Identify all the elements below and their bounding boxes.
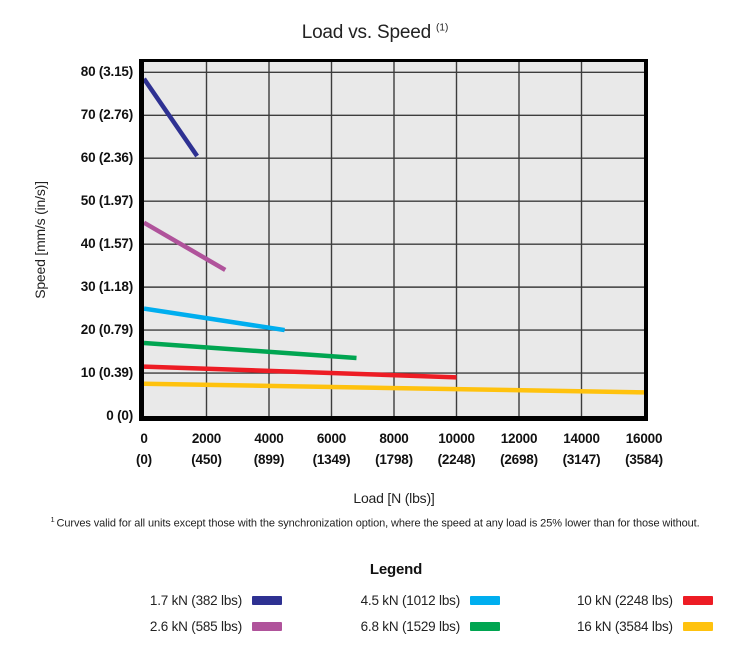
x-tick-label-newtons: 4000 [254, 431, 284, 446]
y-tick-label: 80 (3.15) [80, 64, 133, 80]
x-tick-label: 0 (0) [104, 429, 184, 471]
legend-title: Legend [369, 561, 423, 578]
footnote: 1 Curves valid for all units except those… [0, 515, 750, 530]
legend-item: 4.5 kN (1012 lbs) [359, 592, 500, 608]
legend-color-swatch [682, 621, 713, 631]
chart-title-text: Load vs. Speed [301, 22, 431, 43]
x-tick-label-newtons: 10000 [438, 431, 475, 446]
legend: 1.7 kN (382 lbs) 2.6 kN (585 lbs) 4.5 kN (… [143, 592, 713, 634]
series-line-2.6-585- [144, 220, 227, 272]
x-tick-label-pounds: (2248) [437, 451, 476, 467]
legend-item-label: 4.5 kN (1012 lbs) [360, 592, 461, 608]
chart-title-footnote-marker: (1) [436, 22, 449, 34]
legend-item: 2.6 kN (585 lbs) [143, 618, 282, 634]
series-line-10-2248- [144, 364, 457, 380]
x-tick-label-newtons: 0 [140, 431, 148, 446]
x-tick-label-newtons: 12000 [500, 431, 538, 446]
series-line-16-3584- [144, 381, 644, 395]
x-tick-label-pounds: (0) [136, 451, 152, 467]
series-line-1.7-382- [144, 77, 199, 158]
legend-color-swatch [470, 595, 500, 605]
x-tick-label-newtons: 2000 [191, 431, 222, 446]
y-tick-label: 30 (1.18) [80, 279, 133, 295]
legend-item-label: 1.7 kN (382 lbs) [149, 592, 242, 608]
x-tick-label-newtons: 16000 [625, 431, 663, 446]
legend-item-label: 2.6 kN (585 lbs) [149, 618, 242, 634]
y-tick-label: 40 (1.57) [80, 236, 133, 252]
legend-item: 16 kN (3584 lbs) [577, 618, 713, 634]
x-tick-label-pounds: (1349) [312, 451, 351, 467]
legend-item: 10 kN (2248 lbs) [577, 592, 713, 608]
y-tick-label: 0 (0) [106, 408, 133, 423]
chart-title: Load vs. Speed (1) [0, 22, 750, 44]
x-tick-label-pounds: (3584) [625, 451, 663, 467]
x-tick-label: 10000 (2248) [417, 429, 497, 471]
legend-item-label: 16 kN (3584 lbs) [577, 618, 673, 634]
x-tick-label-pounds: (2698) [500, 451, 538, 467]
legend-item-label: 6.8 kN (1529 lbs) [360, 618, 461, 634]
series-line-6.8-1529- [144, 340, 357, 361]
legend-color-swatch [682, 595, 713, 605]
x-tick-label-newtons: 6000 [316, 431, 347, 446]
series-line-4.5-1012- [144, 306, 285, 333]
legend-item-label: 10 kN (2248 lbs) [577, 592, 673, 608]
x-tick-label-pounds: (899) [253, 451, 285, 467]
x-tick-label: 8000 (1798) [354, 429, 434, 471]
chart-area: Speed [mm/s (in/s)] 0 (0) 10 (0.39) 20 (0.… [32, 59, 684, 506]
footnote-marker: 1 [50, 515, 55, 524]
x-tick-label: 4000 (899) [229, 429, 309, 471]
legend-color-swatch [252, 595, 282, 605]
x-tick-label: 6000 (1349) [292, 429, 372, 471]
x-tick-label: 2000 (450) [167, 429, 247, 471]
plot-area [139, 59, 648, 421]
x-tick-label: 12000 (2698) [479, 429, 559, 471]
x-tick-label: 14000 (3147) [542, 429, 622, 471]
y-tick-label: 70 (2.76) [80, 107, 133, 123]
x-tick-label-pounds: (3147) [562, 451, 601, 467]
x-axis-title: Load [N (lbs)] [353, 490, 435, 506]
x-tick-label-newtons: 14000 [563, 431, 600, 446]
x-tick-label-newtons: 8000 [379, 431, 409, 446]
y-tick-label: 60 (2.36) [80, 150, 133, 166]
x-tick-label-pounds: (1798) [375, 451, 413, 467]
legend-color-swatch [470, 621, 500, 631]
legend-color-swatch [252, 621, 282, 631]
x-tick-label: 16000 (3584) [604, 429, 684, 471]
legend-item: 1.7 kN (382 lbs) [143, 592, 282, 608]
x-tick-label-pounds: (450) [191, 451, 222, 467]
y-tick-label: 50 (1.97) [80, 193, 133, 209]
plot-canvas [144, 62, 644, 416]
y-tick-label: 20 (0.79) [80, 322, 133, 338]
legend-item: 6.8 kN (1529 lbs) [359, 618, 500, 634]
footnote-text: Curves valid for all units except those … [56, 517, 700, 530]
y-tick-label: 10 (0.39) [80, 365, 133, 381]
